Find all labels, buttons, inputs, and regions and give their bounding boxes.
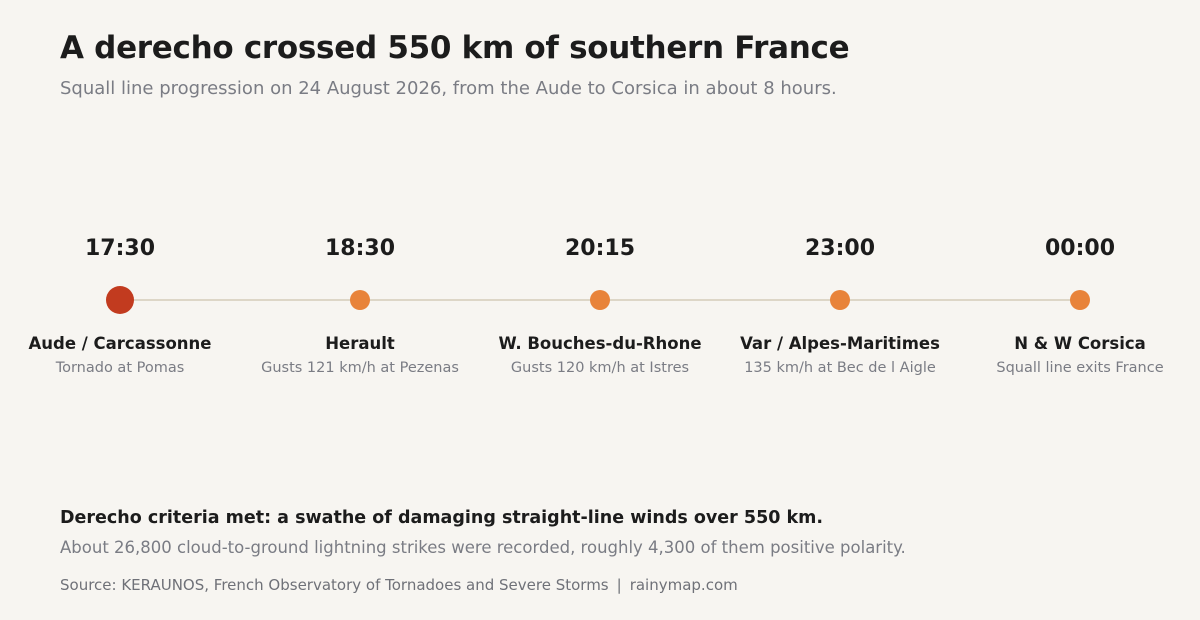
lightning-note: About 26,800 cloud-to-ground lightning s… bbox=[60, 538, 906, 557]
timeline-stop-bouches-du-rhone: 20:15 W. Bouches-du-Rhone Gusts 120 km/h… bbox=[480, 230, 720, 377]
timeline-dot bbox=[590, 290, 610, 310]
source-separator: | bbox=[616, 576, 622, 594]
timeline-stop-corsica: 00:00 N & W Corsica Squall line exits Fr… bbox=[960, 230, 1200, 377]
stop-note: Gusts 121 km/h at Pezenas bbox=[261, 360, 459, 376]
stop-time: 00:00 bbox=[1044, 236, 1116, 261]
stop-note: Tornado at Pomas bbox=[55, 360, 185, 376]
stop-place: W. Bouches-du-Rhone bbox=[498, 334, 702, 353]
timeline-dot bbox=[1070, 290, 1090, 310]
timeline: 17:30 Aude / Carcassonne Tornado at Poma… bbox=[0, 230, 1200, 400]
page-subtitle: Squall line progression on 24 August 202… bbox=[60, 78, 837, 99]
timeline-dot bbox=[350, 290, 370, 310]
stop-time: 23:00 bbox=[804, 236, 876, 261]
timeline-stop-herault: 18:30 Herault Gusts 121 km/h at Pezenas bbox=[240, 230, 480, 377]
source-site: rainymap.com bbox=[629, 576, 738, 594]
stop-note: Squall line exits France bbox=[996, 360, 1164, 376]
timeline-dot-start bbox=[106, 286, 134, 314]
timeline-dot bbox=[830, 290, 850, 310]
criteria-statement: Derecho criteria met: a swathe of damagi… bbox=[60, 508, 824, 528]
stop-place: Aude / Carcassonne bbox=[28, 334, 212, 353]
source-credit: Source: KERAUNOS, French Observatory of … bbox=[60, 576, 609, 594]
stop-note: 135 km/h at Bec de l Aigle bbox=[744, 360, 936, 376]
page-title: A derecho crossed 550 km of southern Fra… bbox=[60, 30, 850, 66]
stop-place: Herault bbox=[325, 334, 395, 353]
stop-time: 17:30 bbox=[84, 236, 156, 261]
stop-place: N & W Corsica bbox=[1014, 334, 1146, 353]
timeline-stop-aude: 17:30 Aude / Carcassonne Tornado at Poma… bbox=[0, 230, 240, 377]
source-line: Source: KERAUNOS, French Observatory of … bbox=[60, 576, 738, 594]
timeline-stop-var: 23:00 Var / Alpes-Maritimes 135 km/h at … bbox=[720, 230, 960, 377]
stop-note: Gusts 120 km/h at Istres bbox=[510, 360, 690, 376]
stop-time: 20:15 bbox=[564, 236, 636, 261]
stop-place: Var / Alpes-Maritimes bbox=[740, 334, 940, 353]
stop-time: 18:30 bbox=[324, 236, 396, 261]
